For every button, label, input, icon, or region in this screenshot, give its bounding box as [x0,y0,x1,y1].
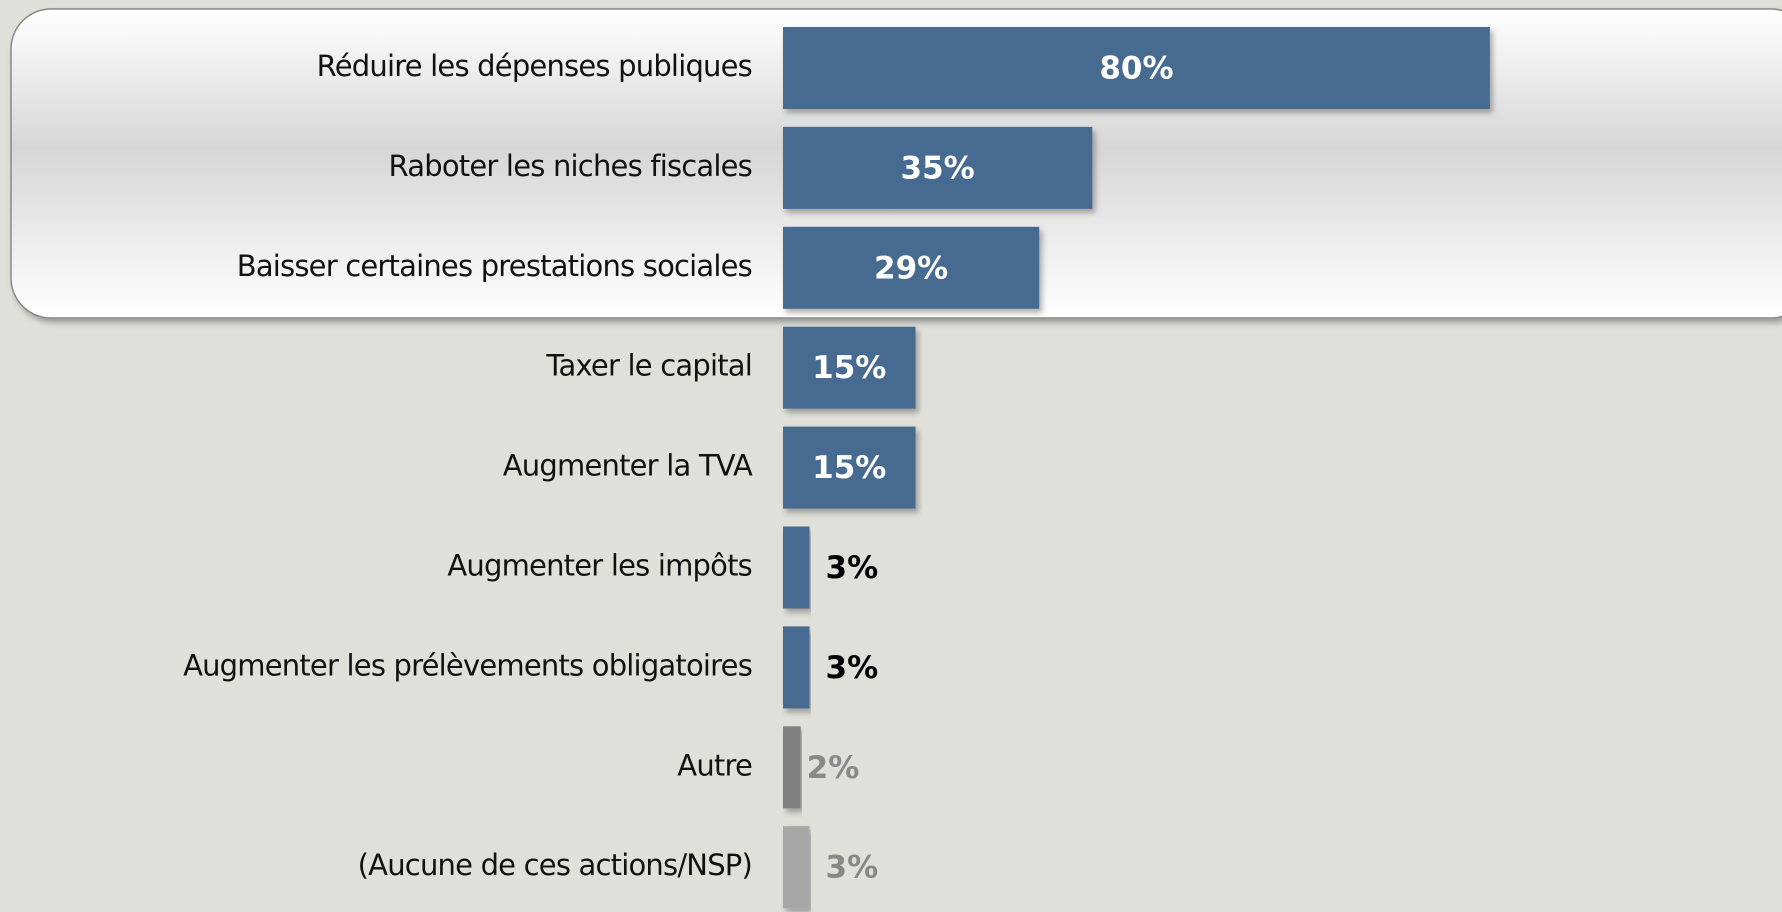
category-label: (Aucune de ces actions/NSP) [358,848,752,882]
bar [783,726,801,809]
value-label: 3% [826,850,879,886]
value-label: 29% [874,250,948,286]
value-label: 3% [826,650,879,686]
category-label: Augmenter les impôts [447,549,752,583]
bar [783,826,810,909]
value-label: 2% [807,750,860,786]
category-label: Autre [677,748,752,782]
category-label: Réduire les dépenses publiques [317,49,752,83]
value-label: 15% [812,350,886,386]
bar [783,626,810,709]
bar [783,526,810,609]
bar [783,426,916,509]
value-label: 35% [901,150,975,186]
bar [783,226,1040,309]
category-label: Raboter les niches fiscales [389,149,752,183]
category-label: Augmenter les prélèvements obligatoires [183,648,752,682]
bar [783,126,1093,209]
category-label: Augmenter la TVA [503,449,753,483]
bar [783,326,916,409]
value-label: 80% [1099,51,1173,87]
category-label: Baisser certaines prestations sociales [237,249,752,283]
value-label: 15% [812,450,886,486]
bar [783,27,1490,109]
value-label: 3% [826,550,879,586]
category-label: Taxer le capital [545,349,752,383]
